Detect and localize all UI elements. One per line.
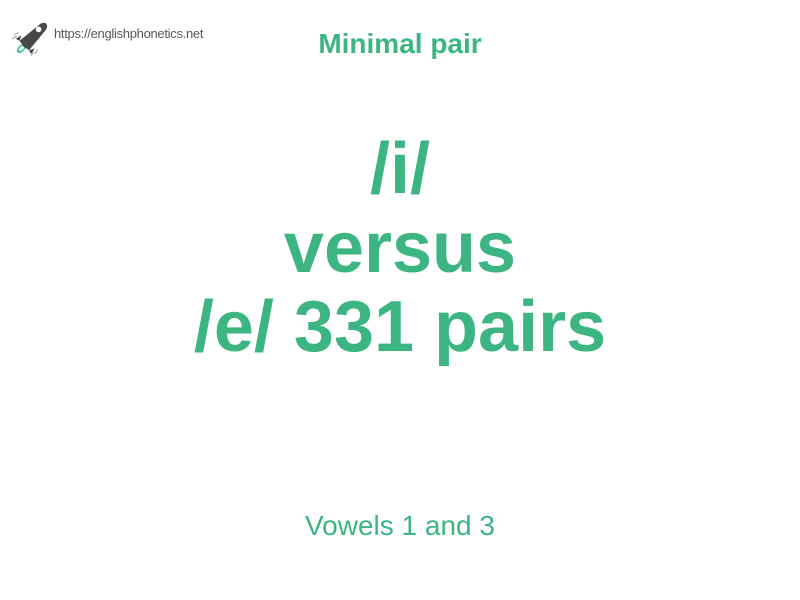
page-title: Minimal pair: [0, 28, 800, 60]
phoneme-2-and-count: /e/ 331 pairs: [0, 288, 800, 367]
phoneme-1: /i/: [0, 130, 800, 209]
subtitle: Vowels 1 and 3: [0, 510, 800, 542]
main-content: /i/ versus /e/ 331 pairs: [0, 130, 800, 368]
versus-text: versus: [0, 209, 800, 288]
